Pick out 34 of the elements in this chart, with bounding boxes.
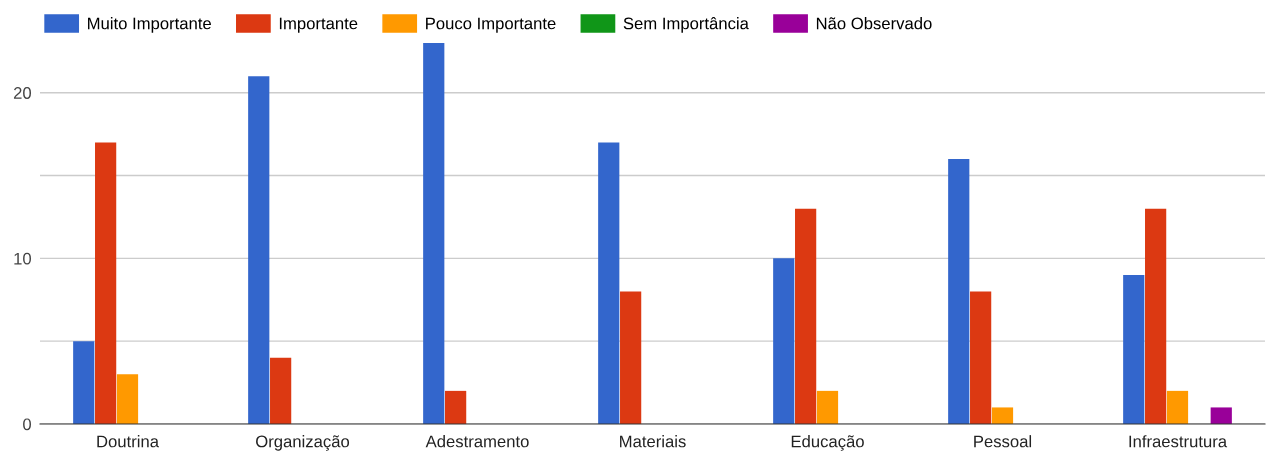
legend-label: Pouco Importante [426,17,556,33]
bar [598,142,620,424]
bar [620,291,642,424]
bar [423,43,445,424]
bar [970,291,992,424]
bar [1210,407,1232,424]
bar [991,407,1014,424]
bar [95,142,117,424]
x-tick-label: Organização [256,435,350,451]
bar [1145,208,1167,424]
x-tick-label: Doutrina [97,435,159,448]
bar [1123,274,1145,424]
x-tick-label: Adestramento [425,435,529,448]
x-tick-label: Educação [791,435,864,451]
bar [1166,390,1189,424]
bar [270,357,292,424]
y-tick-label: 10 [14,252,32,265]
y-tick-label: 0 [23,418,32,431]
x-tick-label: Pessoal [974,435,1032,448]
legend-label: Sem Importância [623,17,749,33]
bar [816,390,839,424]
bar [73,341,95,424]
legend-label: Muito Importante [88,17,211,33]
y-tick-label: 20 [13,87,32,99]
legend-label: Importante [279,17,358,33]
bar [795,208,817,424]
x-tick-label: Materiais [620,435,686,448]
legend-label: Não Observado [816,17,932,30]
bar [773,258,795,424]
bar [445,390,467,424]
bar [116,374,139,424]
x-tick-label: Infraestrutura [1129,435,1228,448]
bar [948,158,970,424]
bar [248,76,270,424]
